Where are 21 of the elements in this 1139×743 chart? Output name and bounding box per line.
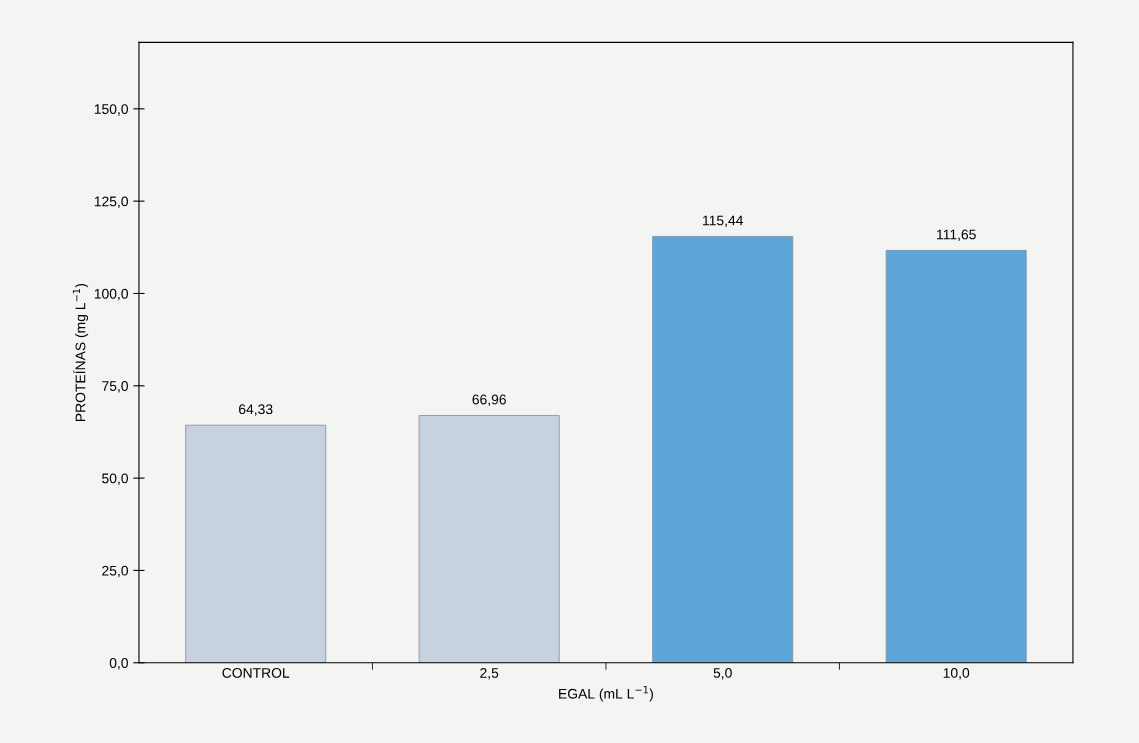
y-tick-label: 100,0: [94, 288, 128, 301]
x-tick-label: 5,0: [713, 667, 732, 680]
y-tick-label: 50,0: [102, 473, 128, 485]
x-tick-label: 10,0: [943, 667, 970, 680]
bar: [885, 250, 1027, 663]
x-axis-title: EGAL (mL L$^{−1}$): [559, 686, 653, 702]
y-tick-label: 75,0: [102, 381, 128, 393]
data-label: 64,33: [239, 404, 273, 416]
x-tick-label: 2,5: [480, 667, 499, 680]
data-label: 66,96: [472, 394, 506, 407]
y-tick-label: 25,0: [102, 565, 128, 578]
y-tick-label: 125,0: [94, 196, 128, 208]
y-tick-label: 0,0: [109, 658, 128, 670]
bar: [652, 236, 794, 663]
data-label: 115,44: [703, 215, 744, 228]
y-tick-label: 150,0: [94, 104, 128, 116]
y-axis-title: PROTEÍNAS (mg L$^{−1}$): [72, 283, 89, 421]
bar: [418, 415, 560, 663]
data-label: 111,65: [937, 229, 976, 242]
x-tick-label: CONTROL: [222, 667, 290, 678]
bar: [185, 424, 327, 663]
